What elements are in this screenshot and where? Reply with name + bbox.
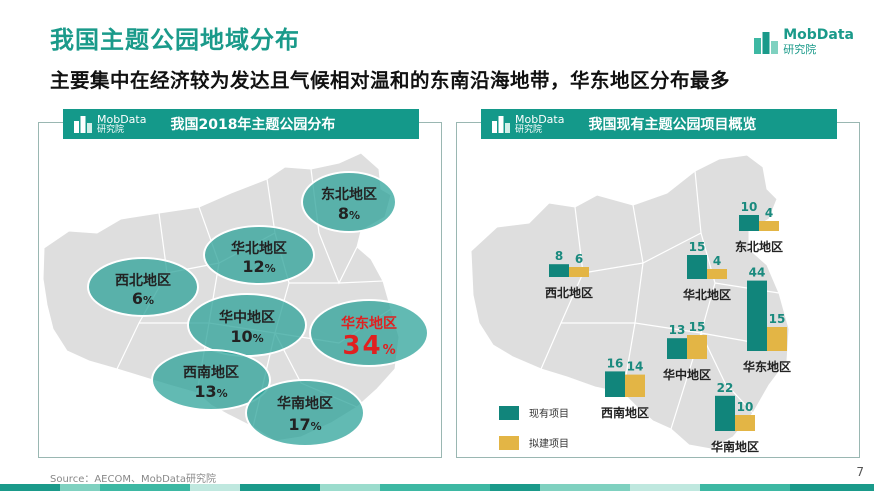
region-name: 西北地区 [115, 273, 171, 289]
region-name: 东北地区 [321, 187, 377, 203]
bar-current [715, 395, 735, 431]
bar-value-label: 10 [737, 400, 754, 414]
page-number: 7 [856, 465, 864, 479]
bar-current [739, 215, 759, 231]
region-share: 34% [342, 331, 396, 361]
bar-planned [687, 335, 707, 359]
bar-planned [569, 267, 589, 277]
panel-brand-name: MobData [515, 112, 565, 126]
bar-planned [707, 269, 727, 279]
legend-item-current: 现有项目 [499, 405, 569, 420]
region-share: 10% [230, 327, 264, 346]
right-panel-title: 我国现有主题公园项目概览 [588, 117, 757, 133]
region-label: 华东地区 [743, 359, 791, 374]
region-bubble: 华东地区 34% [309, 299, 429, 367]
bar-value-label: 8 [555, 249, 563, 263]
right-panel-header: MobData 研究院 我国现有主题公园项目概览 [481, 109, 837, 139]
panel-brand-sub: 研究院 [515, 124, 543, 135]
region-bubble: 华南地区 17% [245, 379, 365, 447]
region-bubble: 华中地区 10% [187, 293, 307, 357]
china-map-shape [470, 154, 790, 450]
source-note: Source：AECOM、MobData研究院 [50, 474, 216, 485]
bar-current [667, 338, 687, 359]
brand-logo: MobData 研究院 [753, 28, 854, 55]
bar-value-label: 22 [717, 381, 734, 395]
bar-value-label: 44 [749, 266, 766, 280]
footer-stripe [0, 484, 874, 491]
bar-value-label: 13 [669, 323, 686, 337]
region-label: 西北地区 [545, 285, 593, 300]
left-panel-header: MobData 研究院 我国2018年主题公园分布 [63, 109, 419, 139]
region-bubble: 东北地区 8% [301, 171, 397, 233]
region-share: 8% [337, 204, 361, 223]
map-province-borders [540, 170, 780, 430]
region-label: 西南地区 [601, 405, 649, 420]
bar-planned [759, 221, 779, 231]
region-name: 华北地区 [231, 241, 287, 257]
bar-planned [625, 374, 645, 397]
bar-value-label: 14 [627, 360, 644, 374]
bar-current [747, 280, 767, 351]
bar-value-label: 16 [607, 356, 624, 370]
bar-value-label: 15 [769, 312, 786, 326]
region-name: 华东地区 [341, 316, 397, 332]
mobdata-logo-icon [74, 116, 92, 133]
bar-value-label: 10 [741, 200, 758, 214]
mobdata-logo-icon [754, 31, 779, 54]
legend-item-planned: 拟建项目 [499, 435, 569, 450]
mobdata-logo-icon [492, 116, 510, 133]
china-map-right [470, 154, 790, 450]
bar-value-label: 4 [713, 254, 721, 268]
project-overview-panel: MobData 研究院 我国现有主题公园项目概览 8 6 西北地区 15 4 华北地区 10… [456, 109, 860, 458]
left-panel-title: 我国2018年主题公园分布 [170, 117, 336, 133]
bar-current [549, 264, 569, 277]
bar-planned [735, 415, 755, 431]
region-share: 17% [288, 415, 322, 434]
bar-value-label: 4 [765, 206, 773, 220]
panel-brand: MobData 研究院 [491, 114, 564, 135]
bar-current [605, 371, 625, 397]
page-title: 我国主题公园地域分布 [50, 26, 300, 54]
region-label: 东北地区 [735, 239, 783, 254]
region-label: 华中地区 [663, 367, 711, 382]
legend-label-planned: 拟建项目 [529, 439, 569, 450]
region-share: 12% [242, 257, 276, 276]
legend-swatch-current [499, 405, 519, 420]
bar-value-label: 15 [689, 240, 706, 254]
region-name: 华中地区 [219, 310, 275, 326]
regional-share-panel: MobData 研究院 我国2018年主题公园分布 东北地区 8% 华北地区 12% 西… [38, 109, 442, 458]
page-subtitle: 主要集中在经济较为发达且气候相对温和的东南沿海地带，华东地区分布最多 [50, 69, 731, 92]
panel-brand-sub: 研究院 [97, 124, 125, 135]
bar-value-label: 15 [689, 320, 706, 334]
brand-name: MobData [783, 27, 854, 43]
panel-brand-name: MobData [97, 112, 147, 126]
region-share: 13% [194, 382, 228, 401]
region-bubble: 西北地区 6% [87, 257, 199, 317]
brand-subtitle: 研究院 [783, 43, 817, 56]
region-share: 6% [131, 289, 155, 308]
region-label: 华北地区 [683, 287, 731, 302]
legend-label-current: 现有项目 [529, 409, 569, 420]
region-name: 西南地区 [183, 365, 239, 381]
region-name: 华南地区 [277, 396, 333, 412]
bar-planned [767, 327, 787, 351]
bar-value-label: 6 [575, 252, 583, 266]
region-label: 华南地区 [711, 439, 759, 454]
panel-brand: MobData 研究院 [73, 114, 146, 135]
region-bubble: 华北地区 12% [203, 225, 315, 285]
bar-current [687, 255, 707, 279]
legend-swatch-planned [499, 435, 519, 450]
